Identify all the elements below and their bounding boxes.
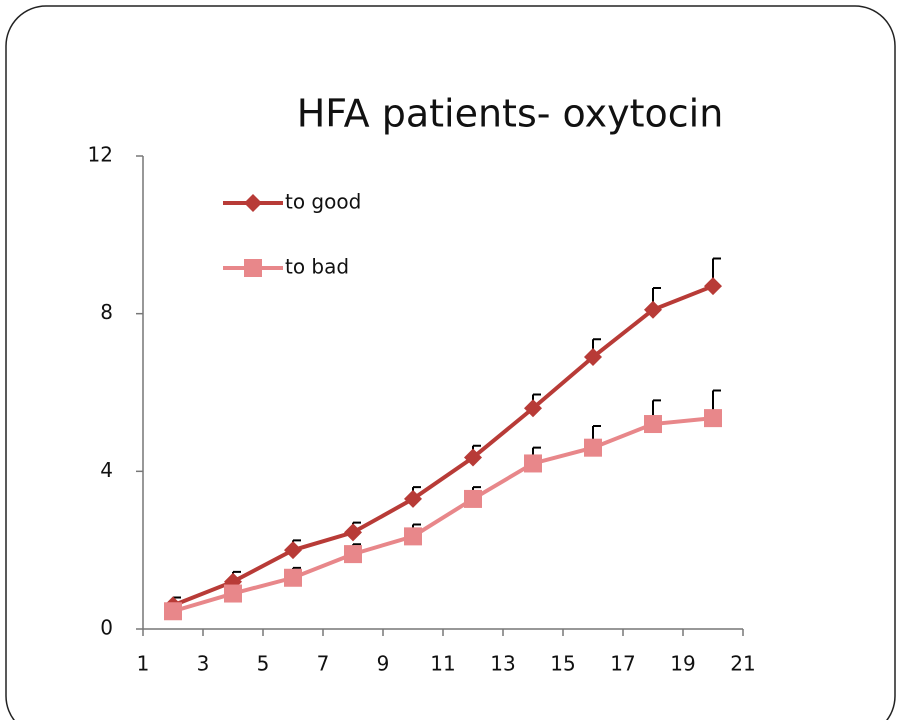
y-tick-label: 4 <box>100 458 113 482</box>
data-point <box>524 399 542 418</box>
legend-label: to good <box>285 190 361 214</box>
legend-marker <box>244 259 262 277</box>
data-point <box>584 438 602 457</box>
data-point <box>164 602 182 621</box>
data-point <box>224 584 242 603</box>
chart-title: HFA patients- oxytocin <box>297 92 724 136</box>
series-line <box>172 416 714 614</box>
legend-marker <box>244 194 262 212</box>
x-tick-label: 3 <box>197 652 210 676</box>
x-tick-label: 17 <box>610 652 635 676</box>
data-point <box>644 415 662 434</box>
data-point <box>404 489 422 508</box>
slide-frame <box>5 5 896 720</box>
data-point <box>464 489 482 508</box>
x-tick-label: 15 <box>550 652 575 676</box>
data-point <box>704 409 722 428</box>
x-tick-label: 1 <box>137 652 150 676</box>
x-tick-label: 9 <box>377 652 390 676</box>
data-point <box>704 277 722 296</box>
x-tick-label: 21 <box>730 652 755 676</box>
data-point <box>284 541 302 560</box>
data-point <box>404 527 422 546</box>
data-point <box>284 568 302 587</box>
x-tick-label: 5 <box>257 652 270 676</box>
y-tick-label: 12 <box>88 143 113 167</box>
data-point <box>344 523 362 542</box>
y-tick-label: 0 <box>100 616 113 640</box>
x-tick-label: 19 <box>670 652 695 676</box>
legend-label: to bad <box>285 255 349 279</box>
data-point <box>584 348 602 367</box>
x-tick-label: 11 <box>430 652 455 676</box>
data-point <box>464 448 482 467</box>
x-tick-label: 7 <box>317 652 330 676</box>
data-point <box>344 545 362 564</box>
data-point <box>644 300 662 319</box>
data-point <box>524 454 542 473</box>
x-tick-label: 13 <box>490 652 515 676</box>
series-line <box>172 284 714 608</box>
y-tick-label: 8 <box>100 300 113 324</box>
